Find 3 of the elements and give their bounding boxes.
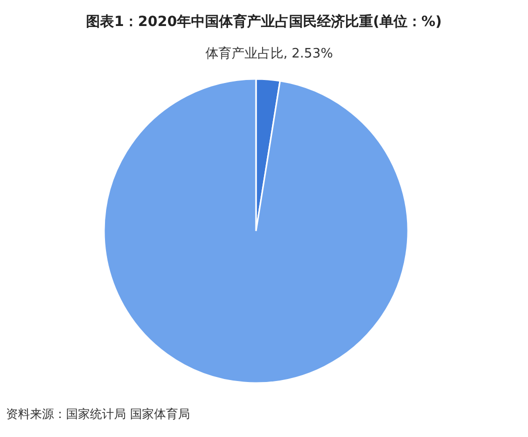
slice-label: 体育产业占比, 2.53% bbox=[205, 46, 333, 62]
chart-title: 图表1：2020年中国体育产业占国民经济比重(单位：%) bbox=[86, 13, 442, 30]
text: 资料来源：国家统计局 国家体育局 bbox=[6, 407, 190, 421]
